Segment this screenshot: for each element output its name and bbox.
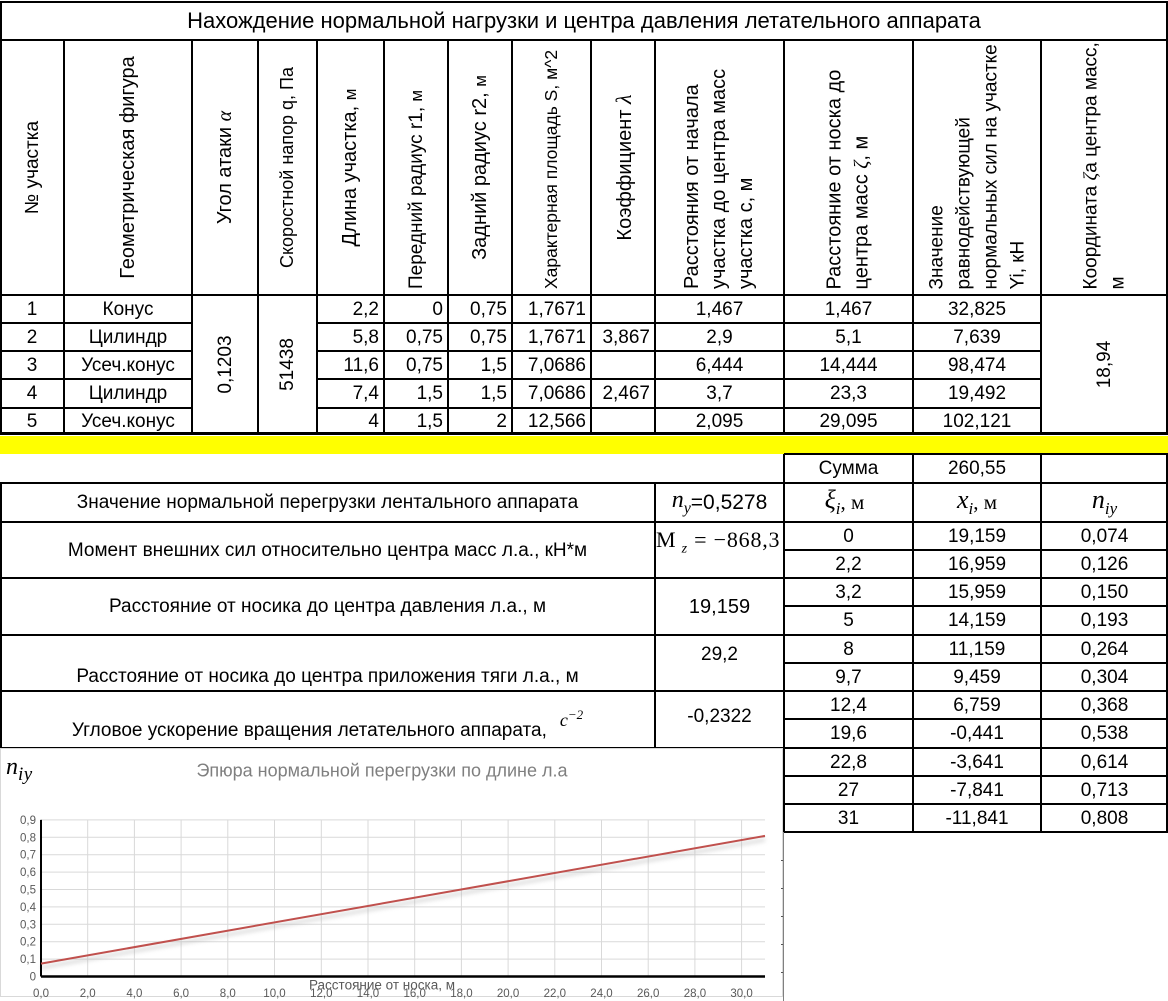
svg-text:0,6: 0,6	[20, 867, 36, 879]
svg-text:0,9: 0,9	[20, 815, 36, 827]
svg-text:12,0: 12,0	[310, 988, 332, 1000]
svg-text:0,5: 0,5	[20, 885, 36, 897]
svg-text:6,0: 6,0	[173, 988, 189, 1000]
svg-text:16,0: 16,0	[404, 988, 426, 1000]
svg-text:Расстояние от носка, м: Расстояние от носка, м	[309, 978, 455, 993]
svg-text:8,0: 8,0	[220, 988, 236, 1000]
svg-text:0,1: 0,1	[20, 954, 36, 966]
svg-text:0,8: 0,8	[20, 832, 36, 844]
svg-text:20,0: 20,0	[497, 988, 519, 1000]
svg-text:4,0: 4,0	[126, 988, 142, 1000]
svg-text:0,2: 0,2	[20, 937, 36, 949]
svg-text:24,0: 24,0	[590, 988, 612, 1000]
svg-text:14,0: 14,0	[357, 988, 379, 1000]
svg-text:30,0: 30,0	[730, 988, 752, 1000]
svg-text:10,0: 10,0	[263, 988, 285, 1000]
svg-text:28,0: 28,0	[684, 988, 706, 1000]
svg-text:0: 0	[30, 972, 36, 984]
svg-text:26,0: 26,0	[637, 988, 659, 1000]
svg-text:0,3: 0,3	[20, 919, 36, 931]
svg-text:18,0: 18,0	[450, 988, 472, 1000]
svg-text:Эпюра нормальной перегрузки п: Эпюра нормальной перегрузки по длине л.а	[196, 761, 568, 781]
svg-text:22,0: 22,0	[544, 988, 566, 1000]
svg-text:0,0: 0,0	[33, 988, 49, 1000]
svg-text:0,4: 0,4	[20, 902, 37, 914]
svg-text:2,0: 2,0	[80, 988, 96, 1000]
svg-text:0,7: 0,7	[20, 850, 36, 862]
